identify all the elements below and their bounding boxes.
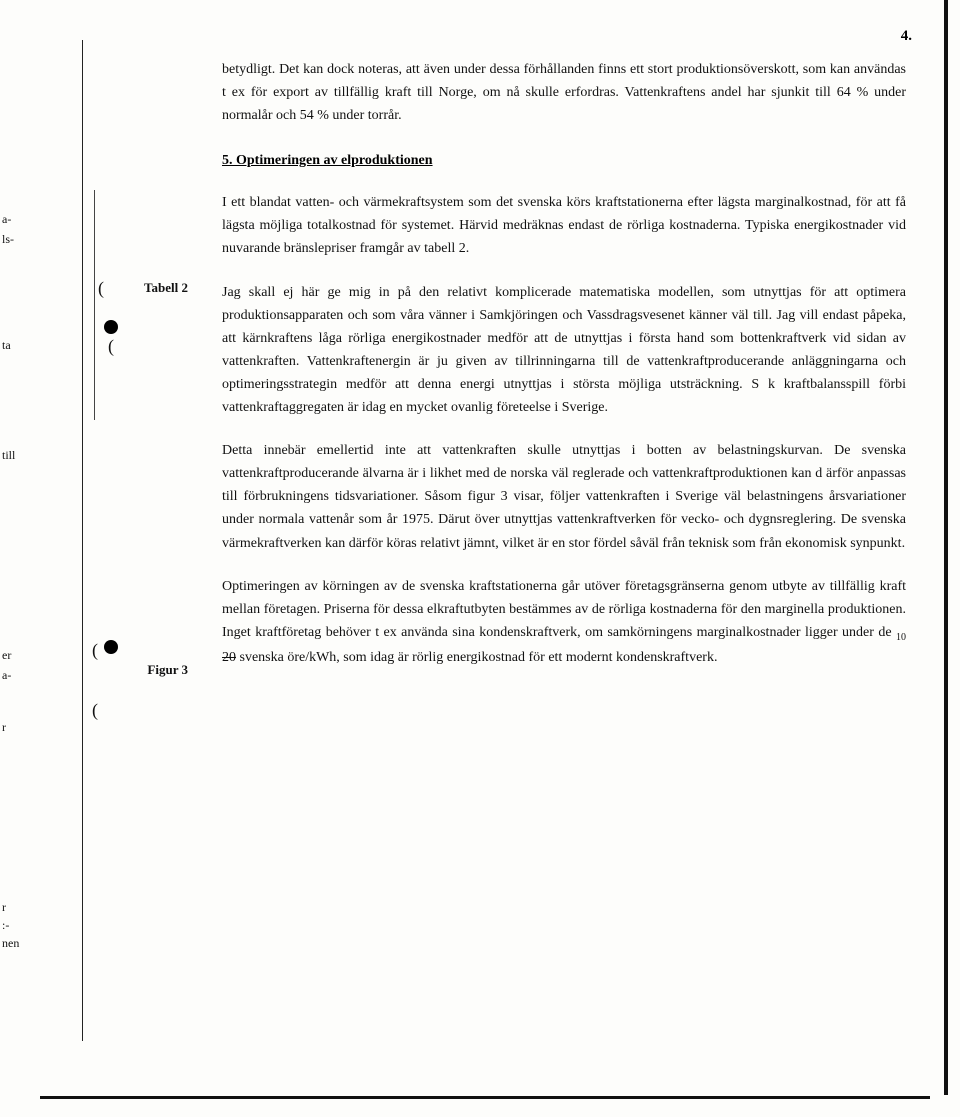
bullet-icon <box>104 640 118 654</box>
inner-vertical-rule <box>94 190 95 420</box>
paragraph-3: Jag skall ej här ge mig in på den relati… <box>222 281 906 420</box>
edge-fragment: till <box>2 448 15 463</box>
edge-fragment: :- <box>2 918 9 933</box>
paragraph-1: betydligt. Det kan dock noteras, att äve… <box>222 58 906 127</box>
paragraph-4: Detta innebär emellertid inte att vatten… <box>222 439 906 554</box>
correction-small: 10 <box>896 632 906 643</box>
paren-mark: ( <box>92 700 98 721</box>
correction-strike: 20 <box>222 650 236 665</box>
edge-fragment: ta <box>2 338 11 353</box>
page: 4. a-ls-ta till er a-r r :- nen Tabell 2 Figur … <box>0 0 960 1117</box>
paren-mark: ( <box>92 640 98 661</box>
edge-fragment: a- <box>2 212 11 227</box>
section-heading-5: 5. Optimeringen av elproduktionen <box>222 153 906 169</box>
margin-note: Figur 3 <box>147 662 188 678</box>
paragraph-5-part1: Optimeringen av körningen av de svenska … <box>222 579 906 640</box>
bottom-rule <box>40 1096 930 1099</box>
right-border <box>944 0 948 1095</box>
margin-column: Tabell 2 Figur 3 <box>112 0 192 1117</box>
paragraph-5-part2: svenska öre/kWh, som idag är rörlig ener… <box>236 650 717 665</box>
edge-fragment: r <box>2 720 6 735</box>
page-number: 4. <box>901 28 912 45</box>
paragraph-2: I ett blandat vatten- och värmekraftsyst… <box>222 191 906 260</box>
content-column: betydligt. Det kan dock noteras, att äve… <box>222 58 906 689</box>
edge-fragment: nen <box>2 936 19 951</box>
edge-fragment: er <box>2 648 11 663</box>
edge-fragment: r <box>2 900 6 915</box>
left-edge-fragments: a-ls-ta till er a-r r :- nen <box>0 0 28 1117</box>
margin-note: Tabell 2 <box>144 280 188 296</box>
edge-fragment: ls- <box>2 232 14 247</box>
paren-mark: ( <box>98 278 104 299</box>
bullet-icon <box>104 320 118 334</box>
paren-mark: ( <box>108 336 114 357</box>
paragraph-5: Optimeringen av körningen av de svenska … <box>222 575 906 670</box>
edge-fragment: a- <box>2 668 11 683</box>
left-vertical-rule <box>82 40 83 1041</box>
